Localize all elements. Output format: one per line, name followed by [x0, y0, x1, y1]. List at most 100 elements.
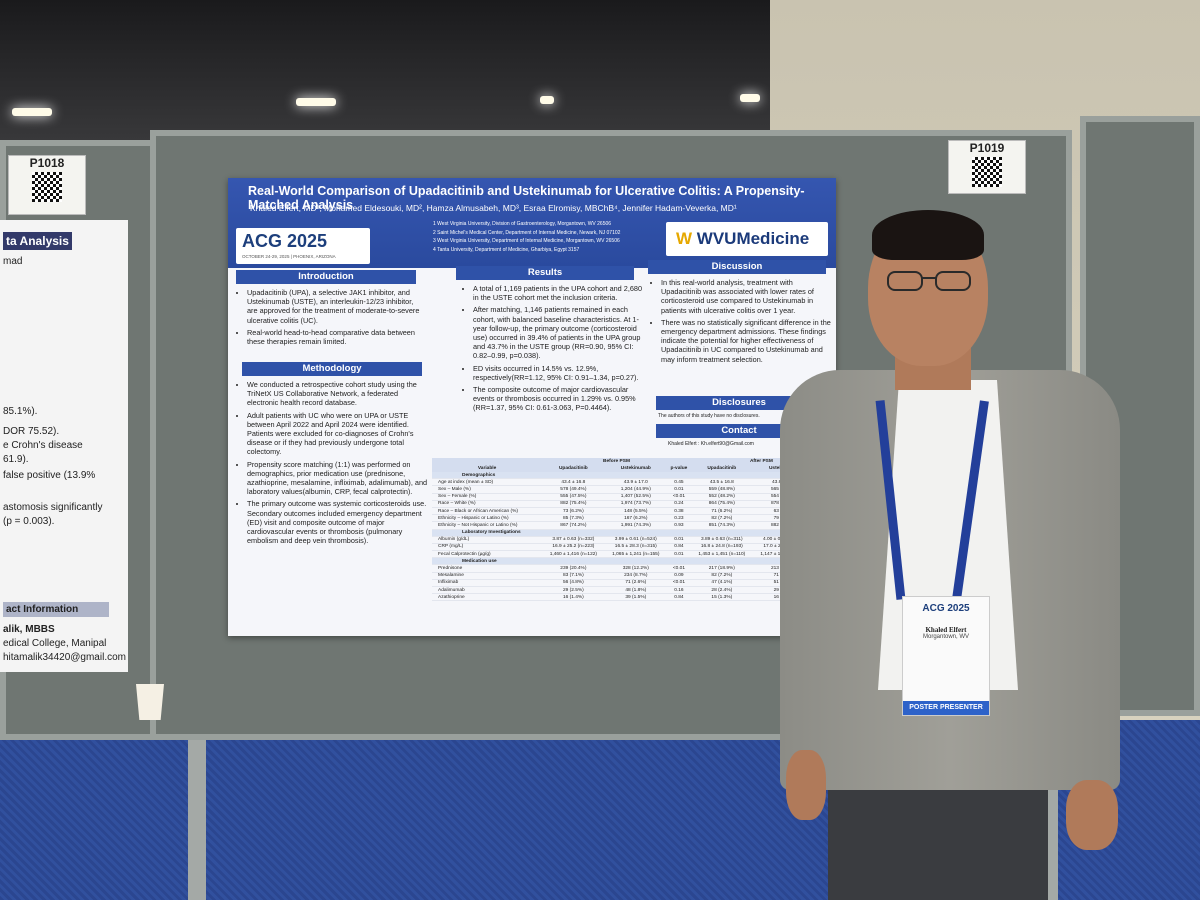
board-number-card: P1018 — [8, 155, 86, 215]
discussion-text: In this real-world analysis, treatment w… — [652, 278, 832, 367]
table-row: Prednisone 239 (20.4%) 328 (12.2%) <0.01 217… — [432, 564, 832, 573]
wvu-medicine-logo: W WVUMedicine — [666, 222, 828, 256]
table-cell: 28 (2.4%) — [690, 586, 753, 595]
discussion-bullet: In this real-world analysis, treatment w… — [661, 278, 832, 315]
acg-logo-text: ACG 2025 — [242, 231, 328, 251]
results-heading: Results — [456, 266, 634, 280]
table-cell: Sex – Female (%) — [432, 493, 543, 501]
table-row: Demographics — [432, 472, 832, 480]
table-cell: 0.09 — [667, 572, 691, 580]
table-cell: 16.8 ± 24.8 (n=193) — [690, 543, 753, 552]
neighbor-poster-text: hitamalik34420@gmail.com — [3, 652, 126, 663]
table-cell: Race – White (%) — [432, 500, 543, 508]
table-cell: 47 (4.1%) — [690, 579, 753, 588]
table-cell: 0.84 — [667, 593, 691, 602]
table-cell: 882 (75.4%) — [542, 500, 605, 508]
table-cell: Azathioprine — [432, 593, 543, 602]
wv-flying-logo-icon: W — [676, 229, 697, 248]
table-cell: 43.5 ± 16.8 — [690, 478, 753, 487]
disclosures-heading: Disclosures — [656, 396, 822, 410]
neighbor-poster-text: DOR 75.52). — [3, 426, 60, 437]
neighbor-poster-text: act Information — [3, 602, 109, 617]
presenter-hair — [872, 210, 984, 260]
table-group-header — [432, 458, 543, 465]
table-cell: 0.01 — [667, 485, 691, 494]
table-column-header: Upadacitinib — [690, 465, 753, 472]
table-section-label: Demographics — [432, 472, 832, 480]
table-cell: 43.9 ± 17.0 — [604, 478, 668, 487]
poster-authors: Khaled Elfert, MD¹, Mohamed Eldesouki, M… — [250, 203, 737, 213]
table-row: Age at index (mean ± SD) 43.4 ± 16.8 43.9 … — [432, 478, 832, 487]
table-cell: 39 (1.5%) — [604, 593, 668, 602]
table-cell: 864 (75.4%) — [690, 500, 753, 508]
table-row: Sex – Female (%) 555 (47.5%) 1,407 (52.5%)… — [432, 493, 832, 501]
table-cell: 48 (1.8%) — [604, 586, 668, 595]
neighbor-poster-text: 61.9). — [3, 454, 29, 465]
results-bullet: ED visits occurred in 14.5% vs. 12.9%, r… — [473, 364, 646, 382]
affiliation-line: 4 Tanta University, Department of Medici… — [433, 246, 580, 253]
table-cell: 3.99 ± 0.61 (n=524) — [604, 536, 668, 544]
table-cell: 1,974 (73.7%) — [604, 500, 668, 508]
table-cell: 73 (6.2%) — [542, 507, 605, 516]
table-cell: 867 (74.2%) — [542, 521, 605, 530]
table-cell: 0.01 — [667, 550, 691, 559]
table-cell: Infliximab — [432, 579, 543, 588]
board-number-label: P1018 — [29, 156, 65, 170]
research-poster: Real-World Comparison of Upadacitinib an… — [228, 178, 836, 636]
neighbor-poster-text: ta Analysis — [3, 232, 72, 250]
table-column-header: Ustekinumab — [604, 465, 668, 472]
table-cell: 851 (74.3%) — [690, 521, 753, 530]
table-row: Adalimumab 29 (2.5%) 48 (1.8%) 0.16 28 (2.4%… — [432, 586, 832, 595]
table-row: Albumin (g/dL) 3.87 ± 0.63 (n=332) 3.99 ± … — [432, 536, 832, 544]
table-cell: 1,991 (74.3%) — [604, 521, 668, 530]
table-group-header: After PSM — [690, 458, 832, 465]
ceiling-light — [540, 96, 554, 104]
poster-header: Real-World Comparison of Upadacitinib an… — [228, 178, 836, 268]
table-cell: 1,204 (44.9%) — [604, 485, 668, 494]
table-cell: 559 (48.8%) — [690, 485, 753, 494]
methodology-text: We conducted a retrospective cohort stud… — [238, 380, 428, 548]
table-row: Medication use — [432, 557, 832, 566]
neighbor-poster-text: edical College, Manipal — [3, 638, 107, 649]
presenter-right-hand — [1066, 780, 1118, 850]
neighbor-poster-text: astomosis significantly — [3, 502, 103, 513]
introduction-heading: Introduction — [236, 270, 416, 284]
table-row: Azathioprine 16 (1.4%) 39 (1.5%) 0.84 15 (1.… — [432, 593, 832, 602]
table-cell: 217 (18.9%) — [690, 564, 753, 573]
table-cell: <0.01 — [667, 493, 691, 501]
table-row: Ethnicity – Hispanic or Latino (%) 85 (7.… — [432, 514, 832, 523]
table-cell: 239 (20.4%) — [542, 564, 605, 573]
acg-logo-subtitle: OCTOBER 24-29, 2025 | PHOENIX, ARIZONA — [242, 254, 336, 259]
table-cell: 0.01 — [667, 536, 691, 544]
table-cell: 0.23 — [667, 514, 691, 523]
table-cell: CRP (mg/L) — [432, 543, 543, 552]
baseline-characteristics-table: Before PSM After PSM Variable Upadacitini… — [432, 458, 832, 602]
table-row: Fecal Calprotectin (µg/g) 1,460 ± 1,416 (… — [432, 550, 832, 559]
neighbor-poster: ta Analysis mad 85.1%). DOR 75.52). e Cr… — [0, 220, 128, 672]
table-row: Sex – Male (%) 578 (49.4%) 1,204 (44.9%) 0.… — [432, 485, 832, 494]
wvu-logo-text: WVUMedicine — [696, 229, 810, 248]
table-cell: Race – Black or African American (%) — [432, 507, 543, 516]
affiliation-line: 3 West Virginia University, Department o… — [433, 238, 620, 244]
table-cell: 1,407 (52.5%) — [604, 493, 668, 501]
table-cell: 1,460 ± 1,416 (n=122) — [542, 550, 605, 559]
badge-conference: ACG 2025 — [922, 603, 970, 614]
badge-name: Khaled Elfert — [925, 626, 967, 634]
methodology-bullet: We conducted a retrospective cohort stud… — [247, 380, 428, 408]
table-row: Mesalamine 83 (7.1%) 234 (8.7%) 0.09 82 (7.2… — [432, 572, 832, 580]
presenter-left-hand — [786, 750, 826, 820]
table-column-header: p-value — [667, 465, 691, 472]
results-text: A total of 1,169 patients in the UPA coh… — [464, 284, 646, 416]
table-cell: 3.89 ± 0.63 (n=311) — [690, 536, 753, 544]
neighbor-poster-text: alik, MBBS — [3, 624, 55, 635]
affiliation-line: 1 West Virginia University, Division of … — [433, 221, 612, 227]
board-number-label: P1019 — [969, 141, 1005, 155]
table-cell: <0.01 — [667, 564, 691, 573]
badge-role: POSTER PRESENTER — [903, 701, 989, 715]
table-row: CRP (mg/L) 16.9 ± 25.2 (n=223) 16.5 ± 28.3… — [432, 543, 832, 552]
table-cell: 0.45 — [667, 478, 691, 487]
table-cell: 71 (6.2%) — [690, 507, 753, 516]
table-cell: 85 (7.3%) — [542, 514, 605, 523]
table-column-header: Upadacitinib — [542, 465, 605, 472]
results-bullet: The composite outcome of major cardiovas… — [473, 385, 646, 413]
